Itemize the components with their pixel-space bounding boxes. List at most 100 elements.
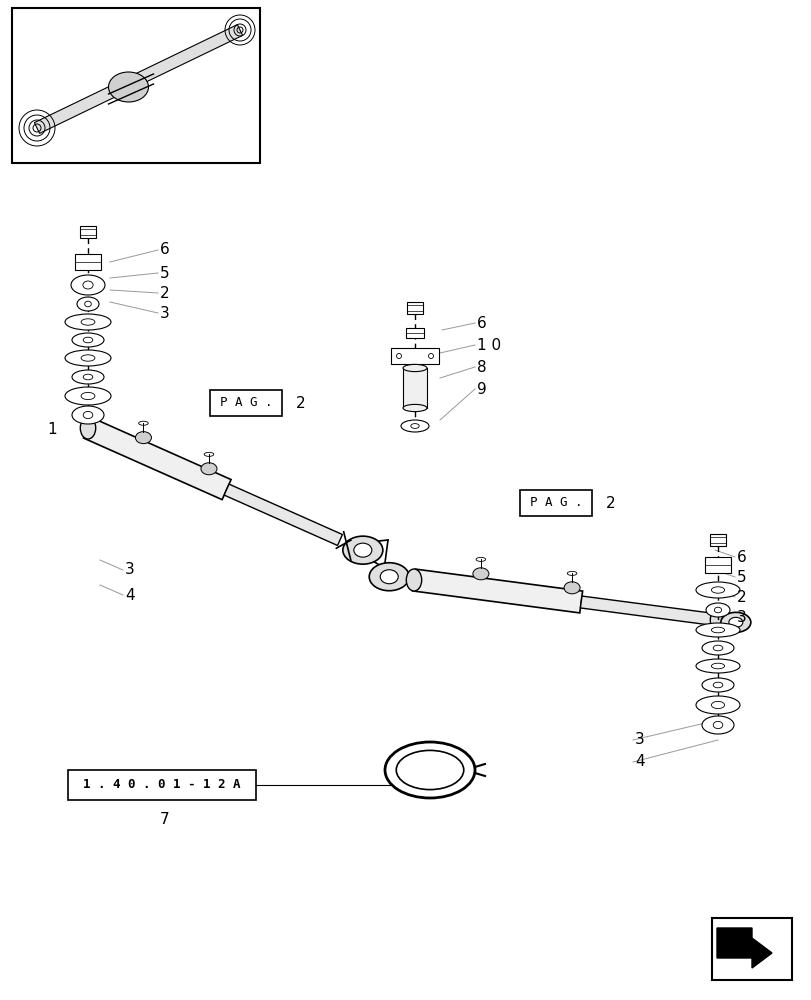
Ellipse shape xyxy=(80,417,96,439)
Bar xyxy=(80,226,96,238)
Text: 9: 9 xyxy=(476,381,486,396)
Text: P A G .: P A G . xyxy=(529,496,581,510)
Text: 4: 4 xyxy=(634,754,644,770)
Ellipse shape xyxy=(402,364,427,372)
Ellipse shape xyxy=(712,721,722,729)
Ellipse shape xyxy=(720,612,750,632)
Text: 1: 1 xyxy=(47,422,57,438)
Text: 6: 6 xyxy=(736,550,746,564)
Text: P A G .: P A G . xyxy=(220,396,272,410)
Ellipse shape xyxy=(401,420,428,432)
Text: 4: 4 xyxy=(125,587,135,602)
Ellipse shape xyxy=(710,701,723,709)
Ellipse shape xyxy=(72,333,104,347)
Bar xyxy=(75,254,101,270)
Ellipse shape xyxy=(396,354,401,359)
Ellipse shape xyxy=(712,682,722,688)
Text: 1 0: 1 0 xyxy=(476,338,500,353)
Ellipse shape xyxy=(72,370,104,384)
Ellipse shape xyxy=(695,623,739,637)
Ellipse shape xyxy=(83,411,92,419)
Ellipse shape xyxy=(710,587,723,593)
Text: 1 . 4 0 . 0 1 - 1 2 A: 1 . 4 0 . 0 1 - 1 2 A xyxy=(84,778,240,792)
Text: 5: 5 xyxy=(736,570,745,584)
Bar xyxy=(519,490,591,516)
Ellipse shape xyxy=(702,716,733,734)
Bar xyxy=(391,348,439,364)
Ellipse shape xyxy=(81,392,95,400)
Ellipse shape xyxy=(702,641,733,655)
Text: 2: 2 xyxy=(605,495,615,510)
Text: 6: 6 xyxy=(160,242,169,257)
Ellipse shape xyxy=(72,406,104,424)
Ellipse shape xyxy=(83,374,92,380)
Bar xyxy=(12,8,260,163)
Bar xyxy=(68,770,255,800)
Ellipse shape xyxy=(396,750,463,790)
Ellipse shape xyxy=(702,678,733,692)
Bar xyxy=(709,534,725,546)
Text: 3: 3 xyxy=(736,609,746,624)
Ellipse shape xyxy=(342,536,382,564)
Ellipse shape xyxy=(369,563,409,591)
Ellipse shape xyxy=(410,424,418,428)
Ellipse shape xyxy=(71,275,105,295)
Ellipse shape xyxy=(710,609,725,631)
Ellipse shape xyxy=(139,421,148,425)
Bar xyxy=(402,368,427,408)
Ellipse shape xyxy=(567,571,576,575)
Text: 3: 3 xyxy=(125,562,135,578)
Ellipse shape xyxy=(406,569,421,591)
Ellipse shape xyxy=(83,337,92,343)
Ellipse shape xyxy=(705,603,729,617)
Bar xyxy=(406,328,423,338)
Text: 6: 6 xyxy=(476,316,486,330)
Ellipse shape xyxy=(710,663,723,669)
Polygon shape xyxy=(580,596,718,626)
Ellipse shape xyxy=(65,387,111,405)
Ellipse shape xyxy=(65,350,111,366)
Text: 3: 3 xyxy=(634,732,644,748)
Polygon shape xyxy=(412,569,582,613)
Ellipse shape xyxy=(83,281,93,289)
Polygon shape xyxy=(84,418,231,500)
Ellipse shape xyxy=(695,582,739,598)
Bar xyxy=(406,302,423,314)
Ellipse shape xyxy=(564,582,579,594)
Polygon shape xyxy=(34,25,242,133)
Ellipse shape xyxy=(728,617,742,627)
Text: 2: 2 xyxy=(160,286,169,300)
Text: 3: 3 xyxy=(160,306,169,320)
Ellipse shape xyxy=(204,452,213,456)
Ellipse shape xyxy=(354,543,371,557)
Ellipse shape xyxy=(384,742,474,798)
Bar xyxy=(711,918,791,980)
Ellipse shape xyxy=(428,354,433,359)
Ellipse shape xyxy=(710,627,723,633)
Polygon shape xyxy=(224,484,342,545)
Text: 2: 2 xyxy=(736,589,745,604)
Ellipse shape xyxy=(402,404,427,412)
Polygon shape xyxy=(716,928,771,968)
Bar xyxy=(210,390,281,416)
Ellipse shape xyxy=(84,301,91,307)
Text: 7: 7 xyxy=(160,812,169,828)
Ellipse shape xyxy=(475,557,485,561)
Text: 2: 2 xyxy=(296,395,305,410)
Ellipse shape xyxy=(65,314,111,330)
Ellipse shape xyxy=(81,319,95,325)
Ellipse shape xyxy=(380,570,397,584)
Bar xyxy=(704,557,730,573)
Ellipse shape xyxy=(109,72,148,102)
Ellipse shape xyxy=(714,607,721,613)
Ellipse shape xyxy=(200,463,217,475)
Ellipse shape xyxy=(712,645,722,651)
Ellipse shape xyxy=(77,297,99,311)
Text: 8: 8 xyxy=(476,360,486,374)
Text: 5: 5 xyxy=(160,265,169,280)
Ellipse shape xyxy=(695,659,739,673)
Ellipse shape xyxy=(135,432,152,444)
Ellipse shape xyxy=(81,355,95,361)
Ellipse shape xyxy=(695,696,739,714)
Ellipse shape xyxy=(472,568,488,580)
